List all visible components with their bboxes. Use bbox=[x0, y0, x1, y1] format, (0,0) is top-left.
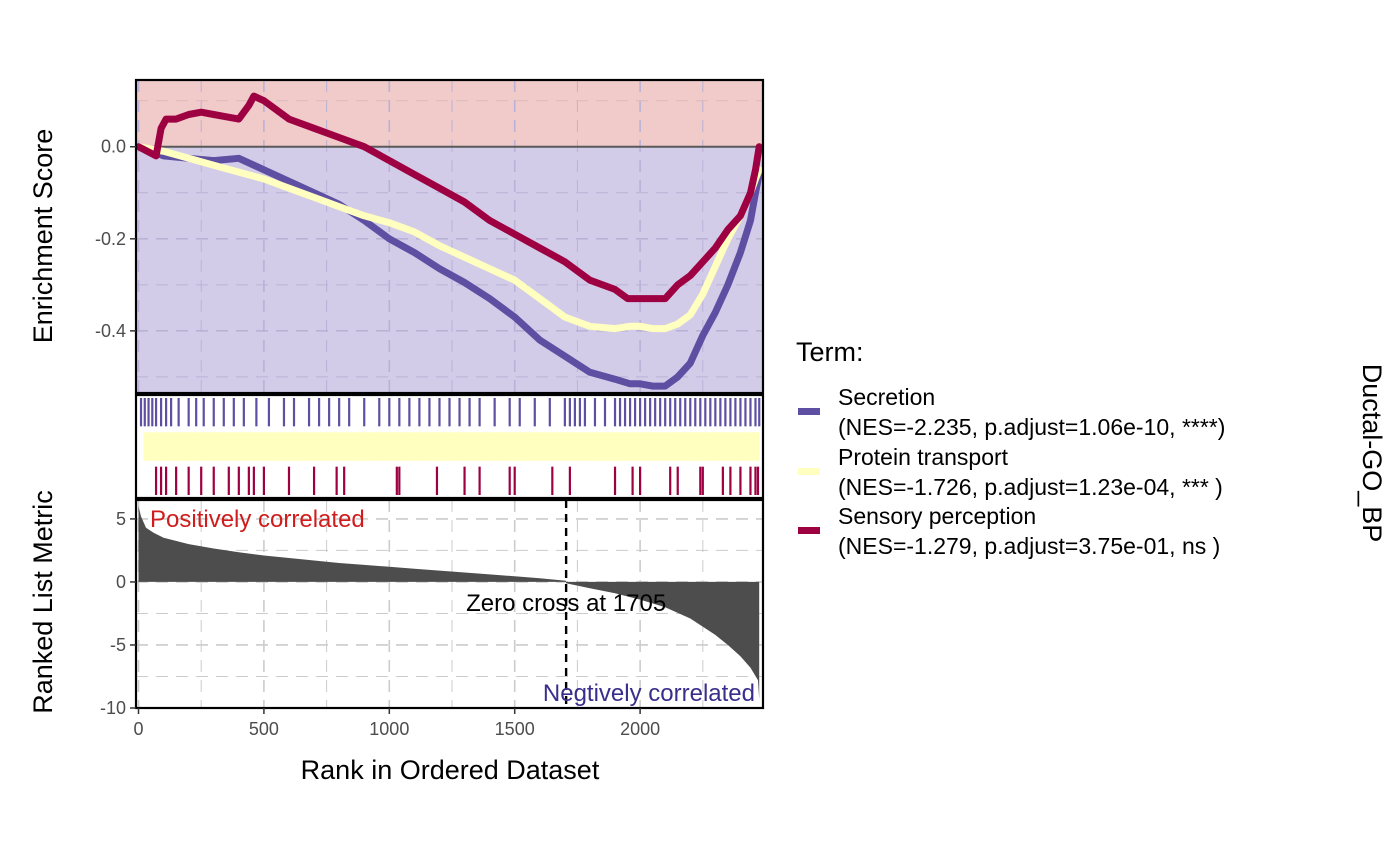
es-line-1 bbox=[135, 143, 763, 390]
enrichment-score-panel: 0.0 -0.2 -0.4 bbox=[95, 78, 765, 395]
es-y-tick-label: -0.4 bbox=[95, 321, 126, 341]
facet-strip-label: Ductal-GO_BP bbox=[1357, 364, 1387, 543]
es-line-2 bbox=[135, 143, 763, 333]
x-tick-label: 500 bbox=[249, 719, 279, 739]
metric-y-tick-label: 0 bbox=[116, 572, 126, 592]
legend-item-name: Secretion bbox=[838, 384, 935, 410]
legend-item-stats: (NES=-1.726, p.adjust=1.23e-04, *** ) bbox=[838, 474, 1223, 500]
x-axis-title: Rank in Ordered Dataset bbox=[301, 755, 600, 785]
es-y-tick-label: 0.0 bbox=[101, 137, 126, 157]
metric-panel-frame bbox=[134, 498, 765, 710]
es-y-tick-label: -0.2 bbox=[95, 229, 126, 249]
ranked-metric-panel: Zero cross at 1705 Positively correlated N… bbox=[100, 498, 765, 718]
metric-y-tick-label: -5 bbox=[110, 635, 126, 655]
legend-item-stats: (NES=-2.235, p.adjust=1.06e-10, ****) bbox=[838, 414, 1225, 440]
legend-key bbox=[798, 468, 820, 475]
legend-title: Term: bbox=[796, 337, 864, 367]
negative-correlated-label: Negtively correlated bbox=[543, 680, 755, 707]
metric-y-axis-title: Ranked List Metric bbox=[28, 490, 58, 714]
gene-hits-panel bbox=[134, 393, 765, 500]
x-tick-label: 2000 bbox=[620, 719, 660, 739]
positive-correlated-label: Positively correlated bbox=[150, 506, 365, 533]
legend-item-stats: (NES=-1.279, p.adjust=3.75e-01, ns ) bbox=[838, 533, 1220, 559]
legend-key bbox=[798, 527, 820, 534]
zero-cross-label: Zero cross at 1705 bbox=[466, 590, 666, 617]
legend-item-name: Protein transport bbox=[838, 444, 1009, 470]
x-tick-label: 1500 bbox=[495, 719, 535, 739]
metric-y-tick-label: 5 bbox=[116, 509, 126, 529]
negative-region bbox=[136, 146, 763, 393]
es-panel-frame bbox=[134, 78, 765, 395]
es-y-axis-title: Enrichment Score bbox=[28, 129, 58, 344]
hits-panel-frame bbox=[134, 393, 765, 500]
x-tick-label: 1000 bbox=[369, 719, 409, 739]
metric-y-tick-label: -10 bbox=[100, 698, 126, 718]
legend: Term: Secretion (NES=-2.235, p.adjust=1.0… bbox=[796, 337, 1225, 559]
legend-item-name: Sensory perception bbox=[838, 503, 1036, 529]
x-axis: 0 500 1000 1500 2000 bbox=[134, 708, 660, 739]
es-line-3 bbox=[135, 92, 763, 303]
legend-key bbox=[798, 408, 820, 415]
x-tick-label: 0 bbox=[134, 719, 144, 739]
positive-region bbox=[136, 80, 763, 147]
